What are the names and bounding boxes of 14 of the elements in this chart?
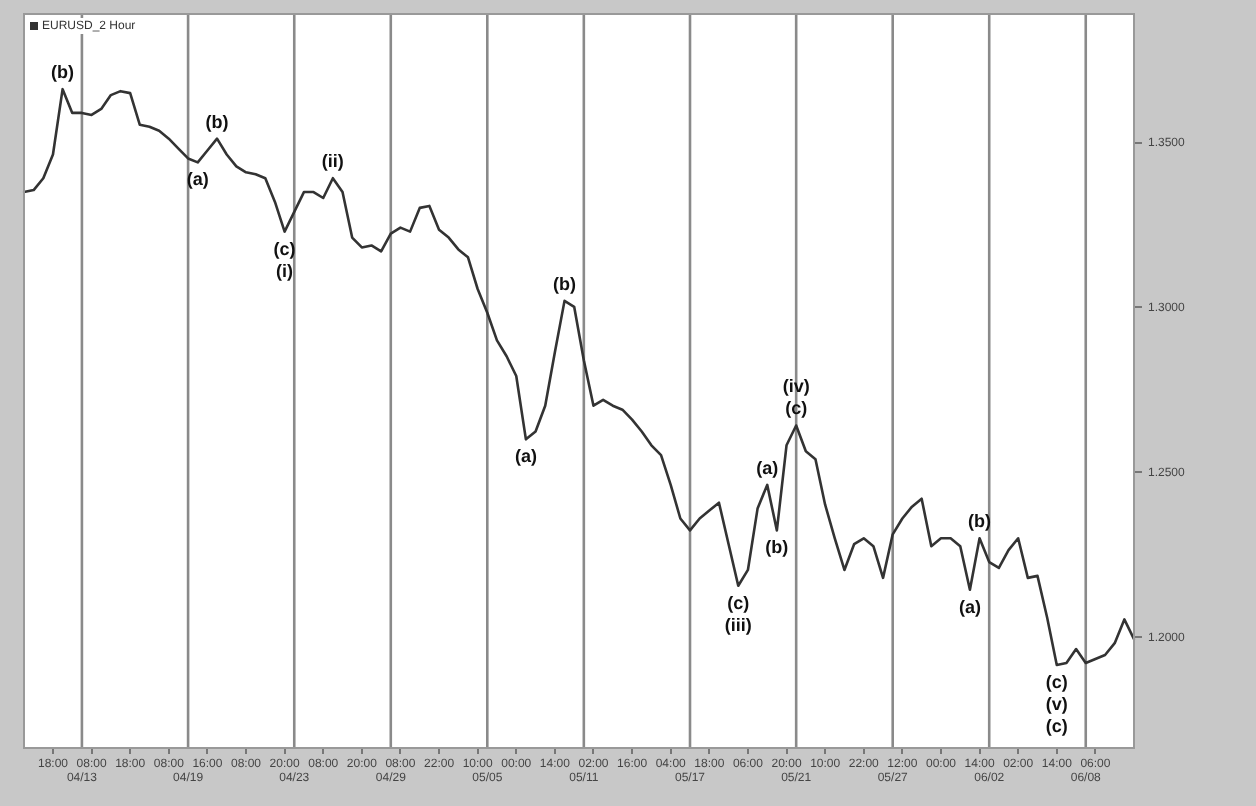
data-label: (c) (i) [273,238,296,281]
data-label: (c) (iii) [724,592,752,635]
data-label: (iv) (c) [782,376,810,419]
data-label: (b) [765,537,789,558]
data-label: (c) (v) (c) [1045,671,1068,736]
data-label: (b) [553,273,577,294]
data-label: (b) [205,111,229,132]
data-label: (a) [186,169,209,190]
data-label: (a) [958,596,981,617]
data-label: (ii) [321,151,344,172]
data-label: (b) [51,62,75,83]
data-label: (a) [514,446,537,467]
data-label: (a) [756,457,779,478]
data-label: (b) [968,511,992,532]
